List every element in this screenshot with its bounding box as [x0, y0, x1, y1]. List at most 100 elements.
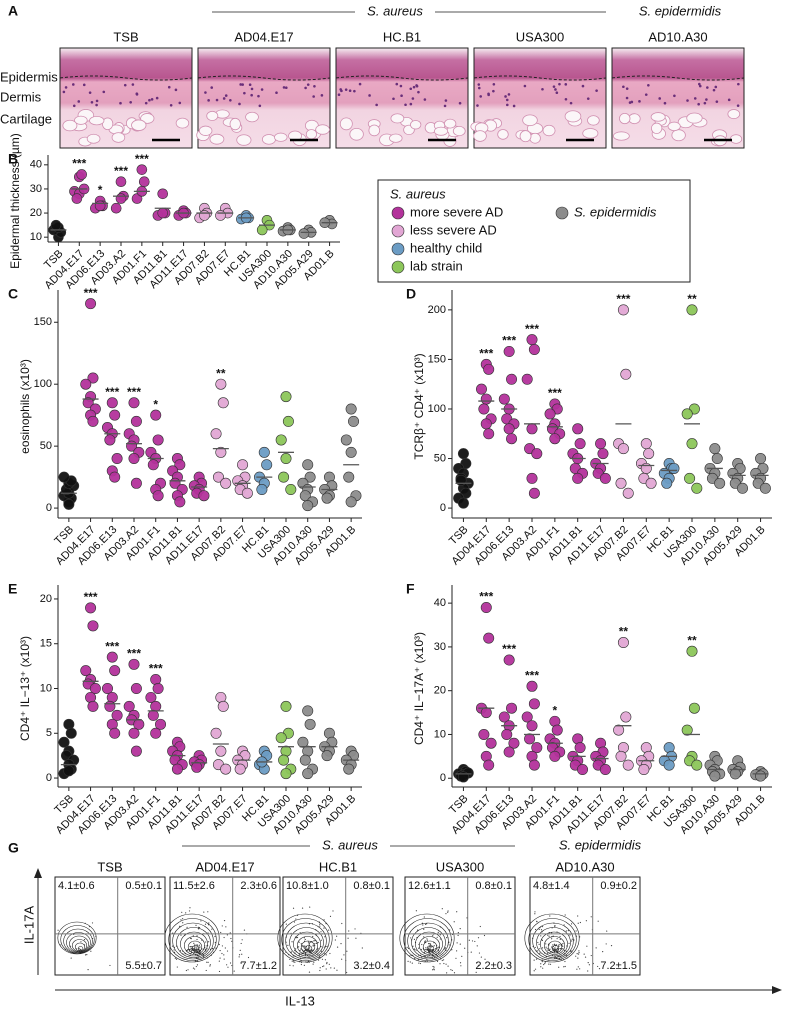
cartilage-cell: [650, 112, 666, 122]
data-point: [65, 727, 77, 739]
nucleus: [698, 82, 701, 86]
event-dot: [319, 923, 321, 925]
data-point: [128, 658, 140, 670]
contour: [277, 913, 333, 963]
event-dot: [291, 960, 293, 962]
event-dot: [223, 936, 225, 939]
event-dot: [218, 970, 221, 973]
y-tick-label: 30: [434, 641, 446, 653]
contour: [66, 932, 91, 953]
data-point: [348, 415, 360, 427]
event-dot: [295, 918, 297, 920]
event-dot: [453, 921, 455, 923]
event-dot: [407, 947, 410, 949]
event-dot: [221, 952, 223, 955]
event-dot: [209, 964, 211, 966]
data-point: [526, 720, 538, 732]
data-point: [531, 742, 543, 754]
event-dot: [229, 932, 231, 934]
nucleus: [169, 104, 173, 107]
event-dot: [557, 948, 559, 950]
data-point: [302, 500, 314, 512]
event-dot: [223, 919, 226, 922]
data-point: [215, 745, 227, 757]
event-dot: [459, 943, 461, 945]
event-dot: [324, 959, 326, 961]
nucleus: [210, 86, 214, 89]
event-dot: [407, 960, 409, 962]
event-dot: [554, 957, 556, 959]
event-dot: [457, 932, 459, 934]
data-point: [640, 462, 652, 474]
contour: [293, 931, 321, 957]
data-point: [480, 602, 492, 614]
nucleus: [693, 97, 697, 100]
event-dot: [220, 931, 222, 934]
event-dot: [223, 958, 225, 960]
event-dot: [197, 926, 200, 928]
contour: [176, 927, 211, 958]
data-point: [684, 472, 696, 484]
nucleus: [458, 101, 462, 105]
data-point: [483, 428, 495, 440]
event-dot: [544, 962, 546, 965]
data-point: [503, 423, 515, 435]
event-dot: [91, 922, 94, 924]
nucleus: [150, 98, 154, 101]
event-dot: [315, 942, 318, 944]
arrow-head: [34, 868, 42, 878]
event-dot: [447, 965, 449, 967]
nucleus: [224, 94, 228, 97]
event-dot: [292, 965, 294, 967]
cartilage-cell: [729, 134, 743, 144]
event-dot: [199, 946, 201, 948]
cartilage-cell: [651, 122, 663, 134]
nucleus: [62, 90, 66, 94]
data-point: [87, 700, 99, 712]
data-point: [280, 391, 292, 403]
event-dot: [577, 922, 579, 924]
data-point: [280, 700, 292, 712]
event-dot: [305, 946, 308, 948]
quadrant-value: 0.8±0.1: [475, 880, 512, 892]
data-point: [620, 711, 632, 723]
y-tick-label: 40: [434, 597, 446, 609]
event-dot: [90, 950, 92, 952]
significance: ***: [105, 385, 119, 399]
nucleus: [714, 85, 718, 89]
contour: [184, 936, 206, 955]
event-dot: [329, 915, 332, 918]
data-point: [104, 700, 116, 712]
event-dot: [554, 924, 556, 927]
event-dot: [221, 925, 223, 927]
nucleus: [368, 94, 371, 97]
event-dot: [543, 963, 545, 966]
quadrant-value: 11.5±2.6: [173, 880, 215, 892]
cartilage-cell: [529, 132, 541, 144]
event-dot: [575, 955, 577, 957]
event-dot: [109, 964, 111, 967]
y-axis-label: eosinophils (x10³): [18, 359, 32, 454]
legend-swatch: [391, 224, 405, 238]
quadrant-value: 12.6±1.1: [408, 880, 451, 892]
event-dot: [194, 944, 196, 946]
data-point: [157, 207, 169, 219]
data-point: [640, 438, 652, 450]
event-dot: [559, 935, 561, 938]
event-dot: [418, 947, 420, 949]
event-dot: [414, 948, 416, 951]
event-dot: [540, 935, 542, 937]
y-tick-label: 10: [434, 728, 446, 740]
cartilage-cell: [209, 133, 225, 145]
data-point: [63, 498, 75, 510]
data-point: [688, 702, 700, 714]
quadrant-value: 2.2±0.3: [475, 960, 512, 972]
data-point: [528, 487, 540, 499]
event-dot: [558, 945, 560, 947]
event-dot: [578, 952, 580, 954]
nucleus: [736, 104, 740, 107]
event-dot: [223, 954, 225, 956]
event-dot: [425, 923, 427, 925]
event-dot: [549, 948, 551, 950]
event-dot: [439, 934, 441, 936]
